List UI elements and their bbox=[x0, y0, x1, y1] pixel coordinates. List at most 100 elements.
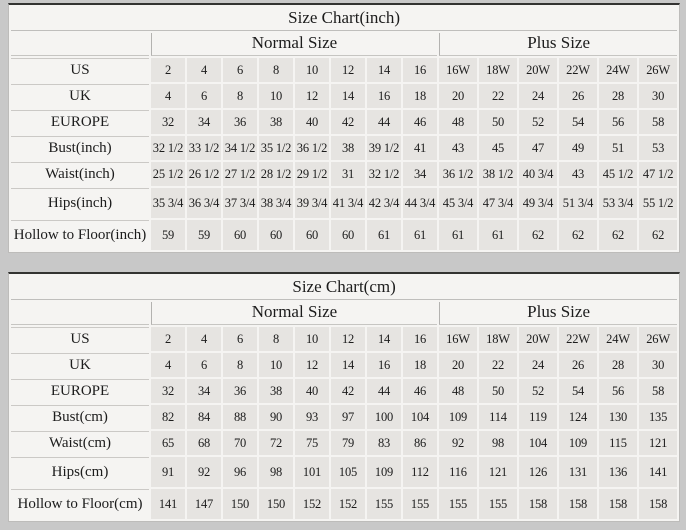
size-value-cell: 34 bbox=[187, 110, 221, 134]
size-value-cell: 24W bbox=[599, 327, 637, 351]
size-value-cell: 62 bbox=[519, 220, 557, 250]
size-value-cell: 58 bbox=[639, 379, 678, 403]
size-value-cell: 58 bbox=[639, 110, 678, 134]
table-row: EUROPE 32 34 36 38 40 42 44 46 48 50 52 54 56 58 bbox=[11, 110, 678, 134]
size-value-cell: 130 bbox=[599, 405, 637, 429]
size-value-cell: 26W bbox=[639, 327, 678, 351]
size-value-cell: 35 3/4 bbox=[151, 188, 185, 218]
normal-size-header: Normal Size bbox=[151, 302, 437, 325]
size-value-cell: 26W bbox=[639, 58, 678, 82]
size-value-cell: 22 bbox=[479, 353, 517, 377]
table-row: Hollow to Floor(inch) 59 59 60 60 60 60 61 61 61… bbox=[11, 220, 678, 250]
row-label: US bbox=[11, 58, 149, 82]
size-value-cell: 141 bbox=[151, 489, 185, 519]
size-value-cell: 41 3/4 bbox=[331, 188, 365, 218]
row-label: Hips(inch) bbox=[11, 188, 149, 218]
size-value-cell: 41 bbox=[403, 136, 437, 160]
size-value-cell: 75 bbox=[295, 431, 329, 455]
size-value-cell: 62 bbox=[639, 220, 678, 250]
size-value-cell: 105 bbox=[331, 457, 365, 487]
size-value-cell: 48 bbox=[439, 110, 477, 134]
row-label: US bbox=[11, 327, 149, 351]
size-value-cell: 47 1/2 bbox=[639, 162, 678, 186]
size-value-cell: 14 bbox=[367, 327, 401, 351]
size-value-cell: 56 bbox=[599, 110, 637, 134]
size-value-cell: 18 bbox=[403, 353, 437, 377]
size-value-cell: 25 1/2 bbox=[151, 162, 185, 186]
size-value-cell: 45 1/2 bbox=[599, 162, 637, 186]
size-value-cell: 37 3/4 bbox=[223, 188, 257, 218]
size-value-cell: 6 bbox=[223, 58, 257, 82]
size-value-cell: 82 bbox=[151, 405, 185, 429]
size-value-cell: 6 bbox=[187, 353, 221, 377]
size-value-cell: 158 bbox=[599, 489, 637, 519]
size-value-cell: 12 bbox=[331, 327, 365, 351]
row-label: Hollow to Floor(cm) bbox=[11, 489, 149, 519]
size-value-cell: 84 bbox=[187, 405, 221, 429]
size-value-cell: 83 bbox=[367, 431, 401, 455]
size-value-cell: 20W bbox=[519, 327, 557, 351]
size-value-cell: 60 bbox=[295, 220, 329, 250]
size-value-cell: 8 bbox=[223, 84, 257, 108]
table-row: Waist(inch) 25 1/2 26 1/2 27 1/2 28 1/2 29 1… bbox=[11, 162, 678, 186]
size-value-cell: 109 bbox=[367, 457, 401, 487]
size-value-cell: 49 bbox=[559, 136, 597, 160]
size-value-cell: 4 bbox=[187, 327, 221, 351]
size-value-cell: 8 bbox=[223, 353, 257, 377]
size-value-cell: 92 bbox=[439, 431, 477, 455]
table-row: Hips(inch) 35 3/4 36 3/4 37 3/4 38 3/4 39 3/… bbox=[11, 188, 678, 218]
size-chart-cm-table: Size Chart(cm) Normal Size Plus Size US … bbox=[8, 272, 681, 522]
size-value-cell: 150 bbox=[259, 489, 293, 519]
size-value-cell: 36 bbox=[223, 110, 257, 134]
size-value-cell: 36 1/2 bbox=[295, 136, 329, 160]
size-value-cell: 65 bbox=[151, 431, 185, 455]
size-value-cell: 114 bbox=[479, 405, 517, 429]
size-value-cell: 112 bbox=[403, 457, 437, 487]
size-value-cell: 29 1/2 bbox=[295, 162, 329, 186]
size-value-cell: 2 bbox=[151, 327, 185, 351]
size-value-cell: 70 bbox=[223, 431, 257, 455]
size-value-cell: 45 bbox=[479, 136, 517, 160]
table-row: Hips(cm) 91 92 96 98 101 105 109 112 116 121 126 13… bbox=[11, 457, 678, 487]
size-value-cell: 135 bbox=[639, 405, 678, 429]
size-value-cell: 34 bbox=[187, 379, 221, 403]
size-value-cell: 8 bbox=[259, 58, 293, 82]
size-value-cell: 44 bbox=[367, 110, 401, 134]
size-value-cell: 55 1/2 bbox=[639, 188, 678, 218]
size-value-cell: 141 bbox=[639, 457, 678, 487]
normal-size-header: Normal Size bbox=[151, 33, 437, 56]
size-value-cell: 109 bbox=[559, 431, 597, 455]
size-value-cell: 50 bbox=[479, 379, 517, 403]
size-value-cell: 26 bbox=[559, 353, 597, 377]
size-value-cell: 18W bbox=[479, 58, 517, 82]
size-value-cell: 12 bbox=[295, 84, 329, 108]
table-row: UK 4 6 8 10 12 14 16 18 20 22 24 26 28 30 bbox=[11, 84, 678, 108]
size-value-cell: 43 bbox=[439, 136, 477, 160]
size-value-cell: 40 bbox=[295, 110, 329, 134]
size-value-cell: 34 bbox=[403, 162, 437, 186]
size-value-cell: 38 3/4 bbox=[259, 188, 293, 218]
size-value-cell: 10 bbox=[259, 84, 293, 108]
size-value-cell: 32 bbox=[151, 379, 185, 403]
row-label: Hips(cm) bbox=[11, 457, 149, 487]
corner-blank-cell bbox=[11, 33, 149, 56]
size-group-header-row: Normal Size Plus Size bbox=[11, 302, 678, 325]
size-value-cell: 14 bbox=[367, 58, 401, 82]
size-value-cell: 10 bbox=[259, 353, 293, 377]
size-value-cell: 51 3/4 bbox=[559, 188, 597, 218]
size-value-cell: 50 bbox=[479, 110, 517, 134]
size-value-cell: 86 bbox=[403, 431, 437, 455]
size-value-cell: 16W bbox=[439, 58, 477, 82]
table-row: Bust(cm) 82 84 88 90 93 97 100 104 109 114 119 124 1… bbox=[11, 405, 678, 429]
row-label: Waist(cm) bbox=[11, 431, 149, 455]
size-value-cell: 38 bbox=[259, 110, 293, 134]
size-value-cell: 119 bbox=[519, 405, 557, 429]
size-value-cell: 38 1/2 bbox=[479, 162, 517, 186]
size-value-cell: 104 bbox=[519, 431, 557, 455]
size-value-cell: 100 bbox=[367, 405, 401, 429]
size-value-cell: 152 bbox=[295, 489, 329, 519]
size-value-cell: 10 bbox=[295, 58, 329, 82]
size-value-cell: 30 bbox=[639, 353, 678, 377]
size-value-cell: 36 bbox=[223, 379, 257, 403]
size-value-cell: 12 bbox=[331, 58, 365, 82]
